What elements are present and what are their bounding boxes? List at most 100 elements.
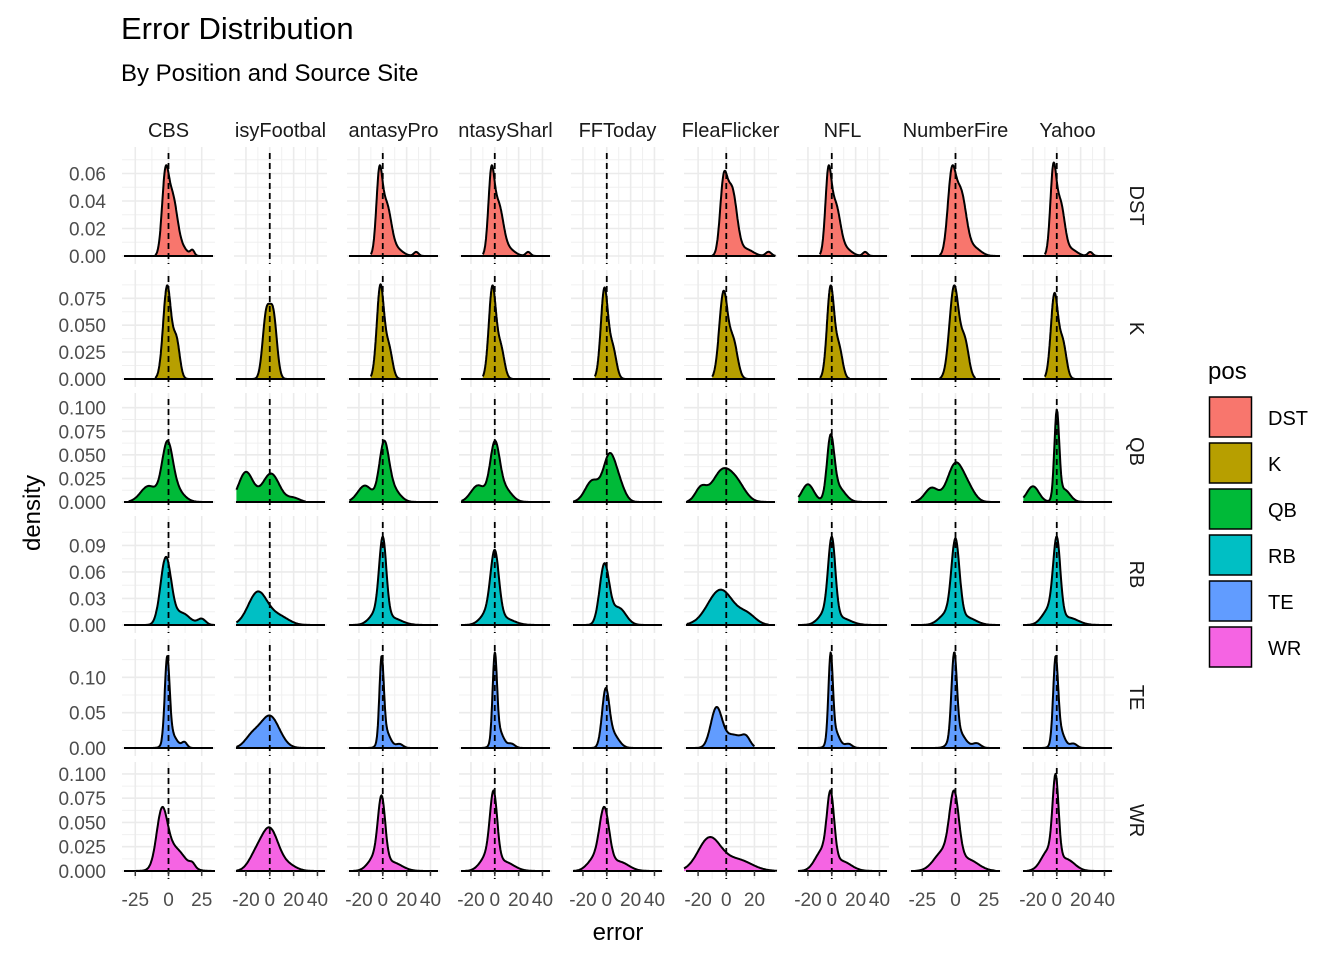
x-tick-label: -20 xyxy=(457,890,484,911)
y-tick-label: 0.025 xyxy=(58,343,106,364)
x-tick-label: 40 xyxy=(307,890,328,911)
panel-DST-Yahoo xyxy=(1021,147,1114,264)
density-outline-K-NumberFire xyxy=(938,284,977,380)
x-tick-label: 0 xyxy=(721,890,732,911)
panel-TE-FantasySharks xyxy=(459,639,552,756)
y-tick-label: 0.000 xyxy=(58,493,106,514)
y-tick-label: 0.100 xyxy=(58,765,106,786)
strip-label-row: TE xyxy=(1125,685,1147,711)
density-area-DST-FantasyPros xyxy=(370,165,425,256)
y-tick-label: 0.04 xyxy=(69,192,106,213)
density-outline-QB-FantasyFootballNerd xyxy=(235,470,306,503)
panel-RB-NFL xyxy=(796,516,889,633)
x-tick-label: 0 xyxy=(950,890,961,911)
x-tick-label: 0 xyxy=(1051,890,1062,911)
x-tick-label: 40 xyxy=(532,890,553,911)
panel-TE-FantasyPros xyxy=(347,639,440,756)
panel-DST-NFL xyxy=(796,147,889,264)
panel-K-Yahoo xyxy=(1021,270,1114,387)
density-outline-TE-Yahoo xyxy=(1038,655,1094,749)
density-outline-K-FantasyPros xyxy=(369,283,402,380)
strip-label-column: NFL xyxy=(824,120,862,142)
panel-WR-NumberFire xyxy=(909,762,1002,879)
x-tick-label: 20 xyxy=(396,890,417,911)
density-outline-K-CBS xyxy=(154,284,190,380)
panel-TE-CBS xyxy=(122,639,215,756)
y-tick-label: 0.025 xyxy=(58,838,106,859)
legend-label-RB: RB xyxy=(1268,546,1296,568)
x-tick-label: -20 xyxy=(345,890,372,911)
density-area-TE-FantasyFootballNerd xyxy=(236,715,312,748)
strip-label-column: CBS xyxy=(148,120,189,142)
x-tick-label: 0 xyxy=(264,890,275,911)
legend-label-QB: QB xyxy=(1268,500,1297,522)
x-tick-label: 0 xyxy=(489,890,500,911)
x-tick-label: -25 xyxy=(122,890,149,911)
density-outline-K-Yahoo xyxy=(1043,291,1076,380)
panel-WR-FantasyPros xyxy=(347,762,440,879)
strip-label-row: WR xyxy=(1125,804,1147,837)
panel-QB-NFL xyxy=(796,393,889,510)
y-tick-label: 0.02 xyxy=(69,220,106,241)
density-area-DST-NFL xyxy=(819,165,874,256)
density-area-K-CBS xyxy=(155,285,189,379)
y-tick-label: 0.03 xyxy=(69,589,106,610)
legend-label-WR: WR xyxy=(1268,638,1301,660)
strip-label-column: Yahoo xyxy=(1039,120,1095,142)
density-outline-RB-CBS xyxy=(141,555,216,626)
density-area-QB-Yahoo xyxy=(1023,409,1111,502)
density-area-TE-FFToday xyxy=(588,687,643,748)
panel-RB-NumberFire xyxy=(909,516,1002,633)
panel-DST-CBS xyxy=(122,147,215,264)
y-tick-label: 0.075 xyxy=(58,289,106,310)
y-tick-label: 0.050 xyxy=(58,316,106,337)
panel-DST-FleaFlicker xyxy=(684,147,777,264)
density-outline-K-FleaFlicker xyxy=(711,289,749,380)
y-tick-label: 0.06 xyxy=(69,165,106,186)
density-area-RB-NumberFire xyxy=(922,538,996,625)
x-tick-label: 40 xyxy=(420,890,441,911)
density-area-QB-FleaFlicker xyxy=(686,468,769,502)
x-tick-label: 40 xyxy=(869,890,890,911)
density-area-TE-FleaFlicker xyxy=(686,707,755,748)
panel-WR-FleaFlicker xyxy=(683,762,778,879)
density-area-QB-NFL xyxy=(798,434,886,502)
density-area-TE-Yahoo xyxy=(1038,656,1093,748)
panel-RB-FleaFlicker xyxy=(684,516,777,633)
density-outline-DST-FantasyPros xyxy=(369,164,426,257)
density-outline-DST-NumberFire xyxy=(938,164,996,257)
y-tick-label: 0.09 xyxy=(69,536,106,557)
y-tick-label: 0.100 xyxy=(58,399,106,420)
density-outline-QB-Yahoo xyxy=(1022,408,1111,503)
density-outline-DST-CBS xyxy=(154,164,203,257)
panel-RB-FantasyFootballNerd xyxy=(234,516,327,633)
y-tick-label: 0.10 xyxy=(69,668,106,689)
panel-QB-FantasySharks xyxy=(459,393,552,510)
panel-QB-FantasyPros xyxy=(347,393,440,510)
panel-TE-FFToday xyxy=(571,639,664,756)
density-area-DST-FantasySharks xyxy=(482,165,537,256)
legend-title: pos xyxy=(1208,358,1247,385)
density-area-QB-FantasyFootballNerd xyxy=(236,471,306,502)
y-tick-label: 0.00 xyxy=(69,247,106,268)
panel-K-NumberFire xyxy=(909,270,1002,387)
panel-QB-NumberFire xyxy=(909,393,1002,510)
density-area-DST-Yahoo xyxy=(1044,162,1099,256)
panel-QB-Yahoo xyxy=(1021,393,1114,510)
density-area-RB-FFToday xyxy=(573,563,661,625)
density-area-K-NumberFire xyxy=(939,285,976,379)
chart-subtitle: By Position and Source Site xyxy=(121,60,419,87)
panel-TE-NFL xyxy=(796,639,889,756)
panel-DST-FantasyFootballNerd xyxy=(234,147,327,264)
x-tick-label: 20 xyxy=(845,890,866,911)
panel-RB-Yahoo xyxy=(1021,516,1114,633)
panel-K-FantasyFootballNerd xyxy=(234,270,327,387)
strip-label-row: K xyxy=(1125,322,1147,336)
panel-TE-FleaFlicker xyxy=(684,639,777,756)
x-tick-label: -20 xyxy=(569,890,596,911)
panel-TE-FantasyFootballNerd xyxy=(234,639,327,756)
x-tick-label: 40 xyxy=(1094,890,1115,911)
density-area-DST-CBS xyxy=(155,165,202,256)
density-area-K-NFL xyxy=(819,285,850,379)
x-tick-label: -20 xyxy=(794,890,821,911)
